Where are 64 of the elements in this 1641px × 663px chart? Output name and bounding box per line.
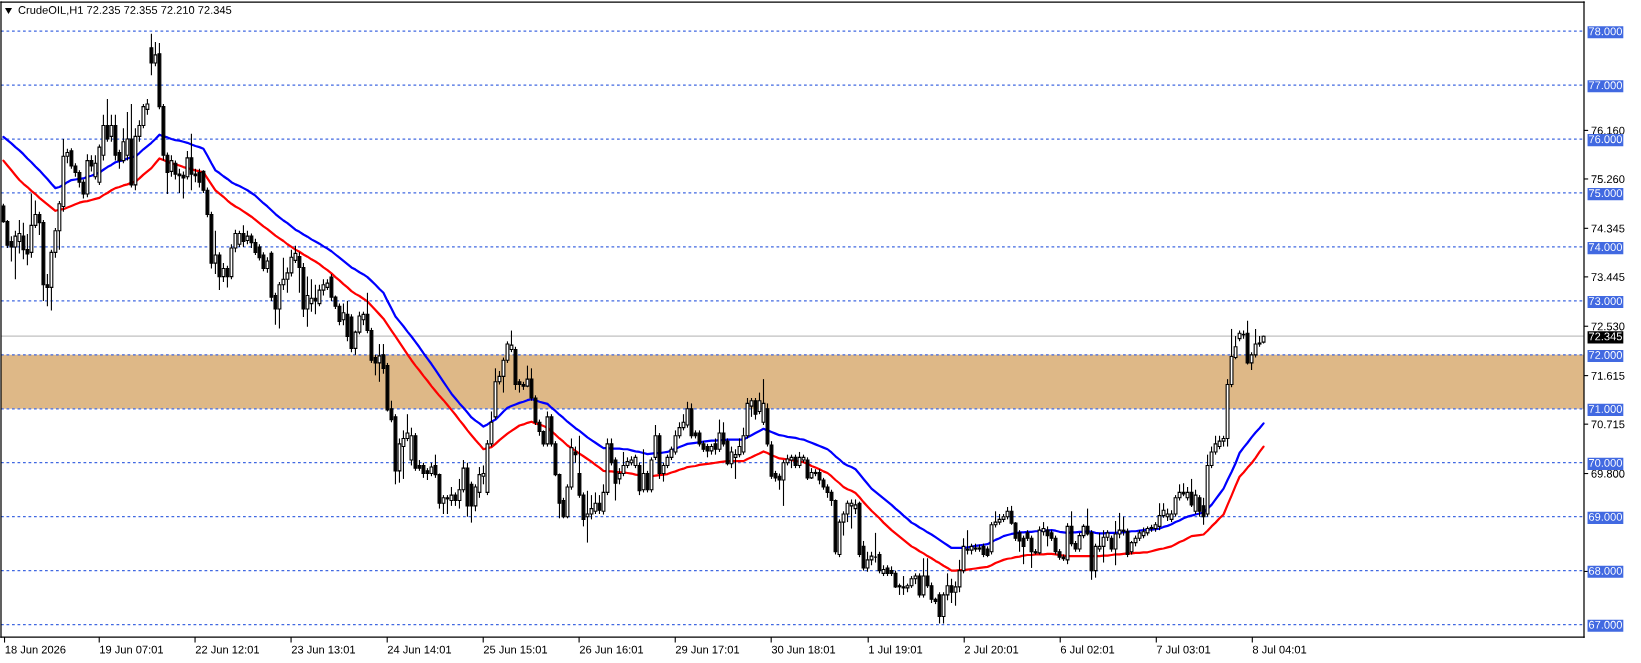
ref-line-label: 75.000 [1589,189,1622,198]
x-tick-label: 29 Jun 17:01 [675,645,740,654]
candlestick [1101,529,1106,564]
candlestick [21,222,26,260]
chart-title: CrudeOIL,H1 72.235 72.355 72.210 72.345 [18,5,232,16]
y-tick-label: 74.345 [1591,224,1625,233]
candlestick [309,278,314,313]
ref-line-label: 71.000 [1589,405,1622,413]
candlestick [313,284,318,315]
candlestick [805,456,810,481]
ref-line-label: 68.000 [1589,566,1622,575]
candlestick [377,343,382,383]
x-tick-label: 7 Jul 03:01 [1156,645,1211,654]
x-tick-label: 8 Jul 04:01 [1252,645,1307,654]
ref-line-label: 67.000 [1589,620,1622,629]
candlestick [597,494,602,515]
candlestick [921,557,926,599]
x-tick-label: 25 Jun 15:01 [483,645,548,654]
candlestick [149,33,154,76]
ref-line-label: 74.000 [1589,243,1622,252]
candlestick [69,147,74,170]
y-tick-label: 71.615 [1591,371,1625,380]
candlestick [901,575,906,596]
ref-line-label: 73.000 [1589,297,1622,306]
candlestick [1037,525,1042,556]
y-tick-label: 73.445 [1591,273,1625,282]
x-tick-label: 2 Jul 20:01 [964,645,1019,654]
x-tick-label: 26 Jun 16:01 [579,645,644,654]
candlestick [937,591,942,625]
y-tick-label: 70.715 [1591,420,1625,429]
ref-line-label: 77.000 [1589,81,1622,90]
x-tick-label: 24 Jun 14:01 [387,645,452,654]
y-tick-label: 75.260 [1591,175,1625,184]
y-tick-label: 72.530 [1591,322,1625,331]
x-tick-label: 6 Jul 02:01 [1060,645,1115,654]
candlestick [849,498,854,530]
y-tick-label: 76.160 [1591,126,1625,135]
x-tick-label: 23 Jun 13:01 [291,645,356,654]
candlestick [1193,489,1198,515]
candlestick [781,459,786,507]
candlestick [13,230,18,280]
candlestick [753,397,758,421]
x-tick-label: 19 Jun 07:01 [100,645,163,654]
ref-line-label: 69.000 [1589,512,1622,521]
x-tick-label: 1 Jul 19:01 [869,645,923,654]
y-tick-label: 69.800 [1591,469,1625,478]
candlestick [949,578,954,604]
candlestick [917,572,922,599]
x-tick-label: 18 Jun 2026 [5,645,66,654]
ref-line-label: 72.345 [1589,332,1622,341]
ref-line-label: 76.000 [1589,135,1622,144]
ref-line-label: 72.000 [1589,351,1622,359]
candlestick [593,491,598,515]
x-tick-label: 22 Jun 12:01 [195,645,260,654]
candlestick [169,154,174,178]
candlestick [585,490,590,544]
candlestick [1045,525,1050,547]
candlestick [717,419,722,453]
x-tick-label: 30 Jun 18:01 [771,645,836,654]
candlestick [197,168,202,189]
candlestick [445,494,450,515]
ref-line-label: 70.000 [1589,459,1622,467]
candlestick [641,448,646,493]
ref-line-label: 78.000 [1589,27,1622,36]
